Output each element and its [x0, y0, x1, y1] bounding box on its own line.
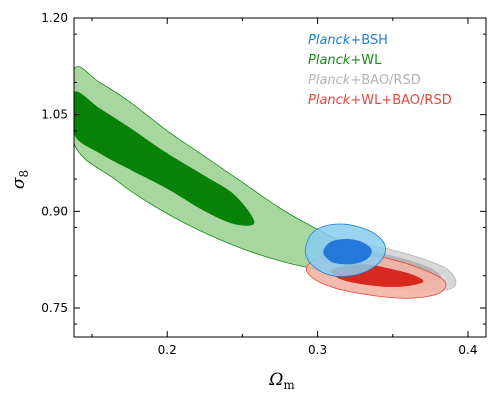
legend-entry-italic: Planck: [308, 73, 351, 88]
x-tick-label: 0.2: [158, 343, 177, 357]
legend-entry-planck-wl-bao-rsd: Planck+WL+BAO/RSD: [308, 93, 452, 108]
contour-68-planck-wl: [74, 91, 255, 226]
y-tick-label: 0.90: [41, 204, 68, 218]
x-axis-label-text: Ωm: [268, 370, 295, 392]
legend-entry-rest: +WL: [350, 53, 382, 68]
y-axis-label-main: σ: [9, 177, 29, 189]
plot-frame: [73, 17, 487, 338]
x-axis-label-main: Ω: [268, 370, 283, 390]
y-tick-label: 1.05: [41, 108, 68, 122]
x-tick-label: 0.3: [308, 343, 327, 357]
y-tick-label: 1.20: [41, 11, 68, 25]
legend-entry-italic: Planck: [308, 33, 351, 48]
axis-ticks: 0.2 0.3 0.4 0.75 0.90 1.05 1.20: [41, 11, 486, 357]
x-axis-label-sub: m: [283, 378, 295, 392]
legend-entry-rest: +BAO/RSD: [350, 73, 420, 88]
y-axis-label-text: σ8: [9, 170, 31, 189]
y-axis-label: σ8: [9, 170, 31, 189]
legend-entry-rest: +BSH: [350, 33, 388, 48]
legend-entry-rest: +WL+BAO/RSD: [350, 93, 451, 108]
x-axis-label: Ωm: [268, 370, 295, 392]
legend-entry-italic: Planck: [308, 53, 351, 68]
legend: Planck+BSH Planck+WL Planck+BAO/RSD Plan…: [308, 33, 452, 108]
contour-68-planck-bsh: [323, 238, 372, 265]
legend-entry-planck-wl: Planck+WL: [308, 53, 382, 68]
x-tick-label: 0.4: [458, 343, 477, 357]
legend-entry-planck-bsh: Planck+BSH: [308, 33, 388, 48]
legend-entry-planck-bao-rsd: Planck+BAO/RSD: [308, 73, 421, 88]
legend-entry-italic: Planck: [308, 93, 351, 108]
contours-layer: [74, 66, 457, 299]
y-tick-label: 0.75: [41, 301, 68, 315]
y-axis-label-sub: 8: [17, 170, 31, 178]
